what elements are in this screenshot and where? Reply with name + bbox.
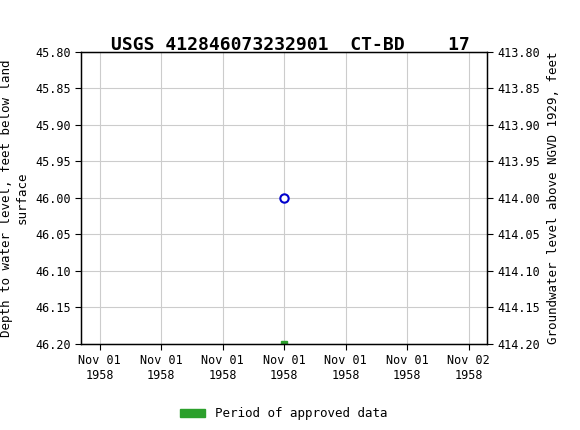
Y-axis label: Groundwater level above NGVD 1929, feet: Groundwater level above NGVD 1929, feet: [548, 52, 560, 344]
Legend: Period of approved data: Period of approved data: [175, 402, 393, 425]
Text: ▒USGS: ▒USGS: [9, 9, 63, 30]
Text: USGS 412846073232901  CT-BD    17: USGS 412846073232901 CT-BD 17: [111, 36, 469, 54]
Y-axis label: Depth to water level, feet below land
surface: Depth to water level, feet below land su…: [0, 59, 28, 337]
